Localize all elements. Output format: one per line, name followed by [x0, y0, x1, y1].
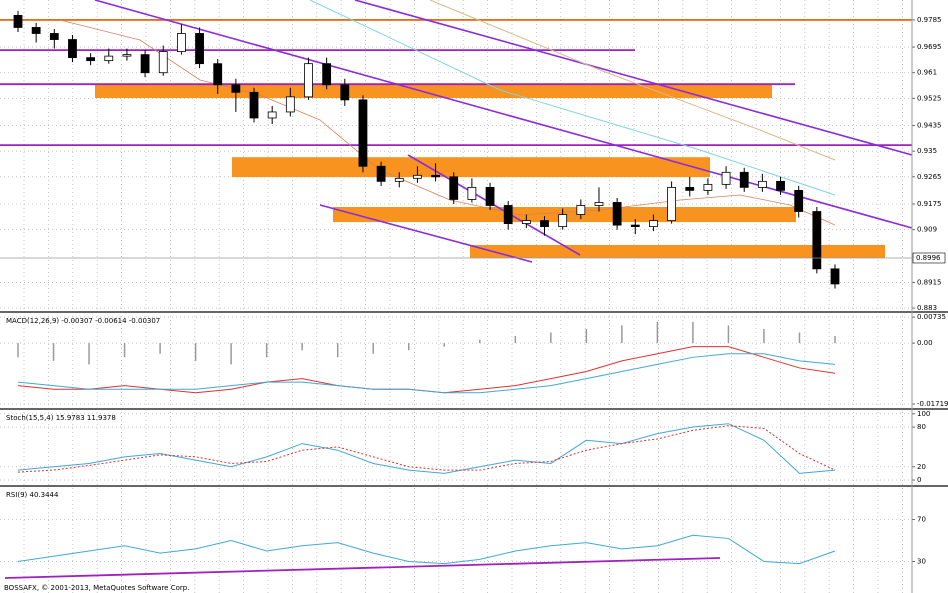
y-tick-label: -0.01719 [917, 400, 948, 408]
zone [232, 157, 710, 178]
moving-average [429, 0, 836, 161]
candle-body [176, 33, 186, 52]
panel-title: Stoch(15,5,4) 15.9783 11.9378 [6, 414, 116, 422]
candle-body [49, 33, 59, 40]
candle-body [503, 205, 513, 224]
candle-body [540, 220, 549, 228]
footer: BOSSAFX, © 2001-2013, MetaQuotes Softwar… [4, 584, 189, 592]
candle-body [285, 96, 295, 113]
y-tick-label: 0.00 [917, 339, 933, 347]
y-tick-label: 20 [917, 463, 926, 471]
moving-average [309, 0, 836, 196]
y-tick-label: 0.961 [917, 69, 937, 77]
y-tick-label: 0.909 [917, 226, 937, 234]
indicator-line [17, 534, 836, 565]
candle-body [140, 54, 150, 74]
trend-lines [4, 0, 913, 579]
y-tick-label: 0.8915 [917, 278, 942, 286]
candle-body [249, 91, 259, 119]
y-tick-label: 0.9525 [917, 94, 942, 102]
rsi-trend-line [4, 557, 721, 579]
candle-body [649, 220, 658, 228]
moving-average [59, 19, 836, 226]
zones-layer [0, 0, 912, 593]
candle-body [776, 180, 785, 191]
candle-body [376, 165, 386, 182]
y-tick-label: 0.935 [917, 147, 937, 155]
candle-body [304, 63, 313, 98]
candle-body [104, 55, 114, 62]
candle-body [413, 174, 422, 179]
y-tick-label: 80 [917, 423, 926, 431]
candle-body [358, 99, 368, 167]
candle-body [31, 27, 41, 34]
candle-body [558, 214, 568, 228]
candle-body [739, 171, 749, 188]
zone [95, 84, 772, 99]
candle-body [667, 186, 676, 221]
candle-body [576, 205, 586, 215]
candle-body [158, 51, 168, 74]
y-tick-label: 0.9435 [917, 122, 942, 130]
trend-line [94, 0, 913, 229]
current-price-label: 0.8996 [916, 254, 941, 262]
candle-body [267, 111, 277, 119]
y-tick-label: 0 [917, 476, 921, 484]
indicator-line [17, 425, 836, 473]
candle-body [521, 220, 531, 224]
indicator-line [17, 423, 836, 474]
candle-body [830, 268, 840, 285]
candle-body [812, 211, 822, 270]
candle-body [13, 14, 23, 28]
panel-title: RSI(9) 40.3444 [6, 491, 59, 499]
candle-body [68, 39, 77, 59]
y-tick-label: 0.883 [917, 304, 937, 312]
candle-body [195, 33, 204, 65]
panel-title: MACD(12,26,9) -0.00307 -0.00614 -0.00307 [6, 317, 160, 325]
candle-body [322, 63, 332, 86]
y-tick-label: 70 [917, 516, 926, 524]
candle-body [394, 177, 404, 182]
candle-body [431, 174, 440, 178]
trend-line [354, 0, 913, 156]
y-tick-label: 30 [917, 558, 926, 566]
candle-body [449, 176, 459, 200]
candle-body [721, 171, 731, 185]
candle-body [231, 84, 241, 93]
candle-body [485, 186, 495, 206]
current-price-box [912, 252, 946, 264]
y-tick-label: 0.9175 [917, 200, 942, 208]
marks-layer: 0.9785 0.9695 0.961 0.9525 0.9435 0.935 0.9265… [0, 10, 948, 566]
candle-body [630, 224, 640, 228]
y-tick-label: 100 [917, 410, 930, 418]
y-tick-label: 0.00735 [917, 313, 946, 321]
candle-body [594, 202, 604, 206]
candle-body [685, 186, 695, 191]
candle-body [612, 202, 622, 226]
channel-line [319, 204, 533, 263]
indicator-line [17, 353, 836, 394]
candle-body [340, 84, 350, 101]
candle-body [703, 183, 713, 191]
zone [470, 245, 885, 258]
candle-body [467, 186, 477, 200]
candle-body [86, 57, 96, 62]
y-tick-label: 0.9695 [917, 43, 942, 51]
candle-body [122, 54, 132, 57]
candle-body [213, 63, 223, 86]
candle-body [794, 189, 804, 212]
candle-body [757, 180, 767, 188]
y-tick-label: 0.9265 [917, 173, 942, 181]
y-tick-label: 0.9785 [917, 16, 942, 24]
